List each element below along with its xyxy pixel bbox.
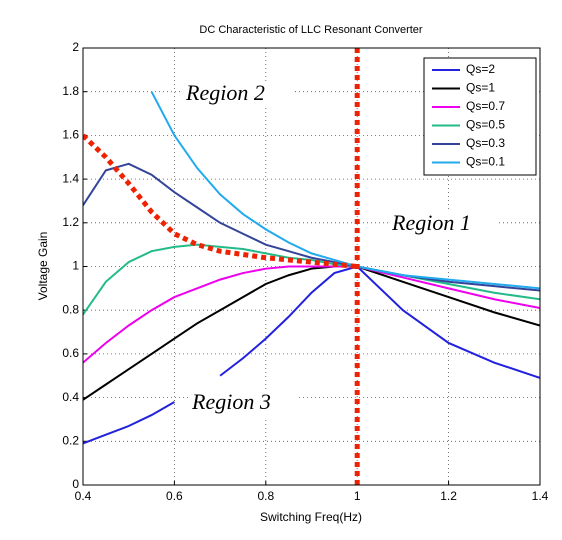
- annotation-bg: [388, 212, 498, 238]
- x-axis-label: Switching Freq(Hz): [260, 510, 362, 524]
- x-tick-label: 0.8: [257, 489, 274, 503]
- annotation: Region 2: [185, 80, 265, 105]
- plot-frame: [82, 47, 541, 486]
- y-tick-label: 0.4: [62, 390, 79, 404]
- y-tick-label: 0.2: [62, 433, 79, 447]
- x-tick-label: 0.4: [75, 489, 92, 503]
- annotation: Region 1: [391, 210, 471, 235]
- y-tick-label: 1.6: [62, 128, 79, 142]
- series-line: [83, 265, 540, 445]
- legend-label: Qs=0.7: [466, 99, 505, 113]
- legend-label: Qs=0.3: [466, 136, 505, 150]
- y-axis-label: Voltage Gain: [36, 232, 50, 301]
- annotation-bg: [182, 82, 292, 108]
- x-tick-label: 1: [354, 489, 361, 503]
- boundary-curve: [83, 133, 358, 269]
- series-line: [83, 265, 540, 401]
- y-tick-label: 1.2: [62, 215, 79, 229]
- y-tick-label: 0.8: [62, 302, 79, 316]
- y-tick-label: 1.8: [62, 84, 79, 98]
- x-tick-label: 0.6: [166, 489, 183, 503]
- x-tick-label: 1.4: [532, 489, 549, 503]
- legend-label: Qs=0.1: [466, 155, 505, 169]
- y-tick-label: 0: [72, 477, 79, 491]
- x-tick-label: 1.2: [440, 489, 457, 503]
- y-tick-label: 1.4: [62, 171, 79, 185]
- y-tick-label: 1: [72, 259, 79, 273]
- series-line: [83, 265, 540, 364]
- legend-label: Qs=0.5: [466, 118, 505, 132]
- chart-title: DC Characteristic of LLC Resonant Conver…: [199, 24, 422, 36]
- y-tick-label: 2: [72, 40, 79, 54]
- legend-box: [423, 57, 537, 176]
- annotation-bg: [188, 391, 298, 417]
- y-tick-label: 0.6: [62, 346, 79, 360]
- series-line: [150, 91, 540, 290]
- annotation: Region 3: [191, 389, 271, 414]
- legend-label: Qs=1: [466, 81, 495, 95]
- plot-lines: [83, 48, 540, 485]
- legend-label: Qs=2: [466, 62, 495, 76]
